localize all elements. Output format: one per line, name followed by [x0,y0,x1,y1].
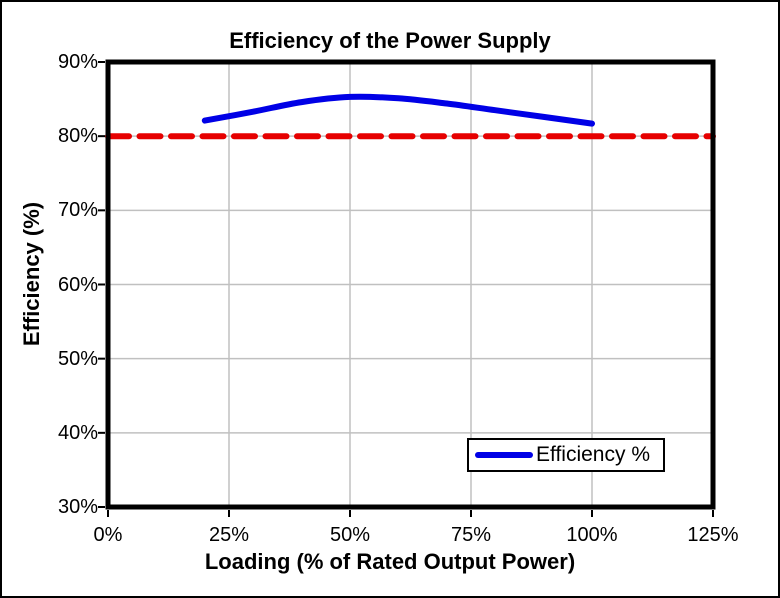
x-axis-title: Loading (% of Rated Output Power) [204,549,576,574]
y-tick-label: 40% [57,421,98,444]
x-tick-label: 25% [208,524,250,546]
legend: Efficiency % [467,438,665,472]
chart-title: Efficiency of the Power Supply [229,28,551,53]
y-tick-label: 70% [57,199,98,222]
x-tick-label: 125% [687,524,739,546]
x-tick-label: 100% [566,524,618,546]
y-tick-label: 30% [57,496,98,518]
legend-line-sample [475,452,533,458]
y-tick-label: 80% [57,125,98,148]
plot-border [105,59,716,510]
efficiency-curve [201,93,595,127]
y-tick-label: 50% [57,347,98,370]
y-tick-label: 90% [57,51,98,73]
x-tick-label: 50% [329,524,371,546]
x-tick-label: 0% [93,524,123,546]
legend-label: Efficiency % [536,443,650,466]
y-tick-label: 60% [57,273,98,296]
x-tick-label: 75% [450,524,492,546]
